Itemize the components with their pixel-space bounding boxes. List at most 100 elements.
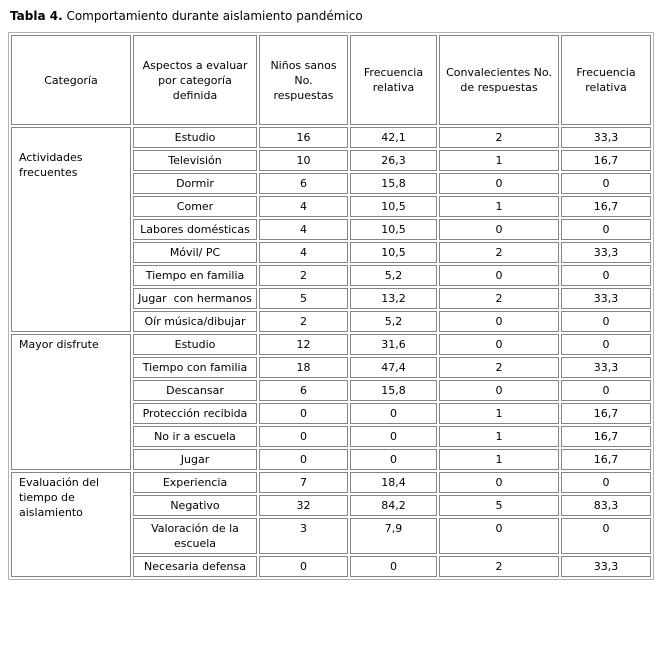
value-cell: 1 xyxy=(439,403,559,424)
aspect-cell: Televisión xyxy=(133,150,257,171)
value-cell: 1 xyxy=(439,449,559,470)
value-cell: 10,5 xyxy=(350,196,437,217)
aspect-cell: Comer xyxy=(133,196,257,217)
table-row: Necesaria defensa 0 0 2 33,3 xyxy=(11,556,651,577)
aspect-cell: Experiencia xyxy=(133,472,257,493)
value-cell: 16,7 xyxy=(561,150,651,171)
value-cell: 18 xyxy=(259,357,348,378)
value-cell: 16 xyxy=(259,127,348,148)
table-row: Dormir 6 15,8 0 0 xyxy=(11,173,651,194)
value-cell: 2 xyxy=(439,242,559,263)
value-cell: 33,3 xyxy=(561,357,651,378)
value-cell: 0 xyxy=(561,380,651,401)
value-cell: 2 xyxy=(439,556,559,577)
value-cell: 33,3 xyxy=(561,127,651,148)
value-cell: 33,3 xyxy=(561,288,651,309)
value-cell: 0 xyxy=(259,403,348,424)
value-cell: 0 xyxy=(561,518,651,554)
aspect-cell: Oír música/dibujar xyxy=(133,311,257,332)
value-cell: 15,8 xyxy=(350,380,437,401)
header-row: Categoría Aspectos a evaluar por categor… xyxy=(11,35,651,125)
behavior-table: Categoría Aspectos a evaluar por categor… xyxy=(8,32,654,580)
table-row: Comer 4 10,5 1 16,7 xyxy=(11,196,651,217)
value-cell: 0 xyxy=(439,173,559,194)
aspect-cell: Estudio xyxy=(133,334,257,355)
value-cell: 10,5 xyxy=(350,242,437,263)
header-cell-aspectos: Aspectos a evaluar por categoría definid… xyxy=(133,35,257,125)
table-row: Tiempo en familia 2 5,2 0 0 xyxy=(11,265,651,286)
value-cell: 0 xyxy=(439,518,559,554)
value-cell: 10,5 xyxy=(350,219,437,240)
aspect-cell: Tiempo en familia xyxy=(133,265,257,286)
value-cell: 0 xyxy=(561,334,651,355)
value-cell: 12 xyxy=(259,334,348,355)
value-cell: 0 xyxy=(439,380,559,401)
header-cell-ninos-sanos: Niños sanos No. respuestas xyxy=(259,35,348,125)
value-cell: 5 xyxy=(259,288,348,309)
value-cell: 0 xyxy=(439,219,559,240)
value-cell: 33,3 xyxy=(561,242,651,263)
table-row: Jugar 0 0 1 16,7 xyxy=(11,449,651,470)
value-cell: 0 xyxy=(439,311,559,332)
value-cell: 1 xyxy=(439,150,559,171)
value-cell: 0 xyxy=(439,334,559,355)
aspect-cell: Labores domésticas xyxy=(133,219,257,240)
value-cell: 42,1 xyxy=(350,127,437,148)
header-cell-frecuencia-1: Frecuencia relativa xyxy=(350,35,437,125)
value-cell: 1 xyxy=(439,426,559,447)
value-cell: 4 xyxy=(259,219,348,240)
aspect-cell: Necesaria defensa xyxy=(133,556,257,577)
value-cell: 5,2 xyxy=(350,265,437,286)
value-cell: 0 xyxy=(259,556,348,577)
value-cell: 0 xyxy=(439,472,559,493)
table-row: Negativo 32 84,2 5 83,3 xyxy=(11,495,651,516)
table-title-text: Comportamiento durante aislamiento pandé… xyxy=(66,9,363,23)
header-cell-categoria: Categoría xyxy=(11,35,131,125)
aspect-cell: No ir a escuela xyxy=(133,426,257,447)
value-cell: 16,7 xyxy=(561,196,651,217)
table-row: Tiempo con familia 18 47,4 2 33,3 xyxy=(11,357,651,378)
value-cell: 0 xyxy=(259,449,348,470)
aspect-cell: Jugar xyxy=(133,449,257,470)
value-cell: 4 xyxy=(259,196,348,217)
table-row: Labores domésticas 4 10,5 0 0 xyxy=(11,219,651,240)
table-row: Evaluación del tiempo de aislamiento Expe… xyxy=(11,472,651,577)
aspect-cell: Dormir xyxy=(133,173,257,194)
value-cell: 0 xyxy=(561,265,651,286)
value-cell: 47,4 xyxy=(350,357,437,378)
value-cell: 0 xyxy=(350,426,437,447)
value-cell: 83,3 xyxy=(561,495,651,516)
value-cell: 0 xyxy=(561,472,651,493)
table-row: Jugar con hermanos 5 13,2 2 33,3 xyxy=(11,288,651,309)
table-row: Descansar 6 15,8 0 0 xyxy=(11,380,651,401)
table-body: Actividades frecuentes Estudio 16 42,1 2 33,3… xyxy=(11,127,651,577)
value-cell: 15,8 xyxy=(350,173,437,194)
value-cell: 2 xyxy=(439,357,559,378)
table-row: Valoración de la escuela 3 7,9 0 0 xyxy=(11,518,651,554)
value-cell: 2 xyxy=(259,265,348,286)
aspect-cell: Protección recibida xyxy=(133,403,257,424)
value-cell: 1 xyxy=(439,196,559,217)
value-cell: 5,2 xyxy=(350,311,437,332)
value-cell: 5 xyxy=(439,495,559,516)
table-title-label: Tabla 4. xyxy=(10,9,63,23)
aspect-cell: Valoración de la escuela xyxy=(133,518,257,554)
value-cell: 16,7 xyxy=(561,403,651,424)
aspect-cell: Jugar con hermanos xyxy=(133,288,257,309)
category-cell: Evaluación del tiempo de aislamiento xyxy=(11,472,131,577)
aspect-cell: Móvil/ PC xyxy=(133,242,257,263)
value-cell: 18,4 xyxy=(350,472,437,493)
value-cell: 16,7 xyxy=(561,426,651,447)
value-cell: 7 xyxy=(259,472,348,493)
aspect-cell: Descansar xyxy=(133,380,257,401)
value-cell: 6 xyxy=(259,173,348,194)
value-cell: 0 xyxy=(350,403,437,424)
category-cell: Actividades frecuentes xyxy=(11,127,131,332)
value-cell: 16,7 xyxy=(561,449,651,470)
aspect-cell: Negativo xyxy=(133,495,257,516)
value-cell: 84,2 xyxy=(350,495,437,516)
value-cell: 0 xyxy=(439,265,559,286)
value-cell: 31,6 xyxy=(350,334,437,355)
aspect-cell: Estudio xyxy=(133,127,257,148)
